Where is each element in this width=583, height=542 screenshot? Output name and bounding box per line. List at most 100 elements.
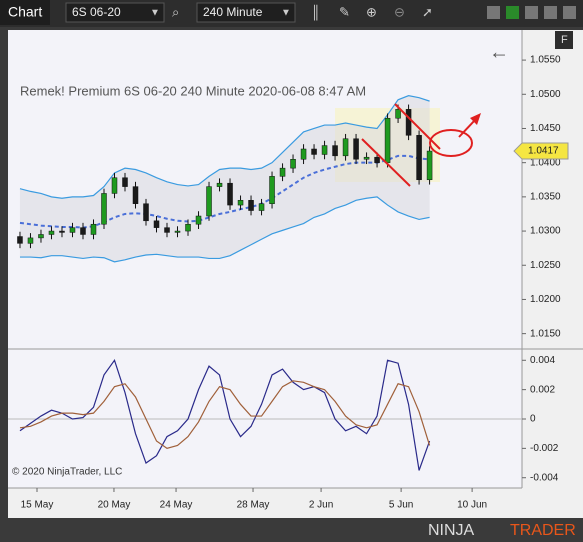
candle-body — [164, 227, 170, 233]
y-tick-label: 0.004 — [530, 355, 555, 366]
candle-body — [353, 138, 359, 160]
window-button[interactable] — [487, 6, 500, 19]
candle-body — [342, 138, 349, 157]
x-tick-label: 20 May — [98, 500, 131, 511]
candle-body — [405, 109, 412, 136]
maximize-button[interactable] — [544, 6, 557, 19]
y-tick-label: 1.0550 — [530, 55, 561, 66]
middle-band — [19, 154, 430, 229]
candle-body — [206, 186, 212, 217]
zoom-in-icon[interactable]: ⊕ — [366, 4, 377, 19]
f-button[interactable] — [555, 31, 573, 49]
interval[interactable]: 240 Minute — [203, 5, 263, 19]
price-marker — [513, 142, 569, 160]
y-tick-label: 0.002 — [530, 384, 555, 395]
candle-body — [101, 193, 107, 225]
candle-body — [269, 176, 275, 204]
candle-body — [279, 167, 286, 177]
interval-select[interactable] — [196, 2, 296, 23]
candle-body — [311, 148, 317, 155]
candle-body — [132, 186, 139, 204]
x-tick-label: 10 Jun — [457, 500, 487, 511]
candle-body — [300, 148, 307, 160]
y-tick-label: 1.0350 — [530, 192, 561, 203]
logo-ninja: NINJA — [428, 522, 475, 539]
instrument-select[interactable] — [65, 2, 165, 23]
x-axis-area — [8, 488, 522, 518]
zoom-out-icon[interactable]: ⊖ — [394, 4, 405, 19]
y-tick-label: -0.002 — [530, 443, 559, 454]
window-button[interactable] — [506, 6, 519, 19]
y-axis-area — [522, 30, 583, 518]
chart-title: Remek! Premium 6S 06-20 240 Minute 2020-… — [20, 83, 366, 98]
candle-body — [216, 182, 223, 187]
y-tick-label: 1.0200 — [530, 294, 561, 305]
candle-body — [374, 156, 380, 163]
candle-body — [227, 182, 233, 206]
back-arrow[interactable]: ← — [489, 41, 509, 63]
x-tick-label: 24 May — [160, 500, 193, 511]
trend-line[interactable] — [394, 103, 441, 150]
instrument[interactable]: 6S 06-20 — [72, 5, 121, 19]
candle-body — [237, 200, 244, 206]
x-tick-label: 5 Jun — [389, 500, 413, 511]
trend-line[interactable] — [361, 138, 411, 187]
pointer-icon[interactable]: ➚ — [422, 4, 433, 19]
candle-body — [363, 156, 370, 160]
oscillator-line — [19, 380, 431, 450]
x-tick-label: 15 May — [21, 500, 54, 511]
x-tick-label: 28 May — [237, 500, 270, 511]
y-tick-label: 1.0500 — [530, 89, 561, 100]
chart-area — [8, 30, 583, 518]
candle-body — [290, 159, 296, 169]
candle-body — [27, 237, 34, 244]
price-marker-label: 1.0417 — [528, 146, 559, 157]
close-button[interactable] — [563, 6, 576, 19]
dropdown-arrow[interactable]: ▼ — [281, 8, 291, 19]
candle-body — [426, 150, 433, 181]
y-tick-label: 1.0150 — [530, 328, 561, 339]
search-icon[interactable]: ⌕ — [172, 4, 179, 19]
candle-body — [153, 220, 160, 228]
candle-body — [395, 109, 401, 119]
x-tick-label: 2 Jun — [309, 500, 333, 511]
candle-body — [321, 145, 328, 155]
candle-body — [174, 230, 181, 233]
candle-body — [111, 177, 118, 194]
candle-body — [185, 223, 191, 232]
candle-body — [48, 230, 55, 235]
candle-body — [332, 145, 338, 157]
bar-style-icon[interactable]: ║ — [311, 4, 320, 20]
arrow-drawing[interactable] — [458, 119, 476, 138]
f-label[interactable]: F — [561, 34, 568, 46]
title-tab — [0, 0, 50, 25]
candle-body — [384, 117, 391, 163]
candle-body — [122, 177, 128, 187]
arrow-head — [470, 113, 481, 125]
candle-body — [195, 215, 202, 225]
candle-body — [258, 203, 265, 211]
candle-body — [90, 223, 97, 235]
dropdown-arrow[interactable]: ▼ — [150, 8, 160, 19]
candle-body — [59, 230, 65, 233]
draw-icon[interactable]: ✎ — [339, 4, 350, 19]
y-tick-label: 1.0250 — [530, 260, 561, 271]
ellipse-drawing[interactable] — [429, 129, 473, 157]
y-tick-label: 1.0300 — [530, 226, 561, 237]
candle-body — [80, 227, 86, 235]
logo-trader: TRADER — [510, 522, 576, 539]
candle-body — [248, 200, 254, 211]
minimize-button[interactable] — [525, 6, 538, 19]
y-tick-label: 1.0400 — [530, 157, 561, 168]
lower-band — [19, 196, 430, 263]
upper-band — [19, 95, 430, 199]
band-fill — [19, 95, 430, 262]
y-tick-label: 1.0450 — [530, 123, 561, 134]
candle-body — [17, 236, 23, 244]
candle-body — [69, 227, 76, 233]
y-tick-label: 0 — [530, 414, 536, 425]
candle-body — [416, 135, 422, 181]
candle-body — [38, 234, 44, 239]
